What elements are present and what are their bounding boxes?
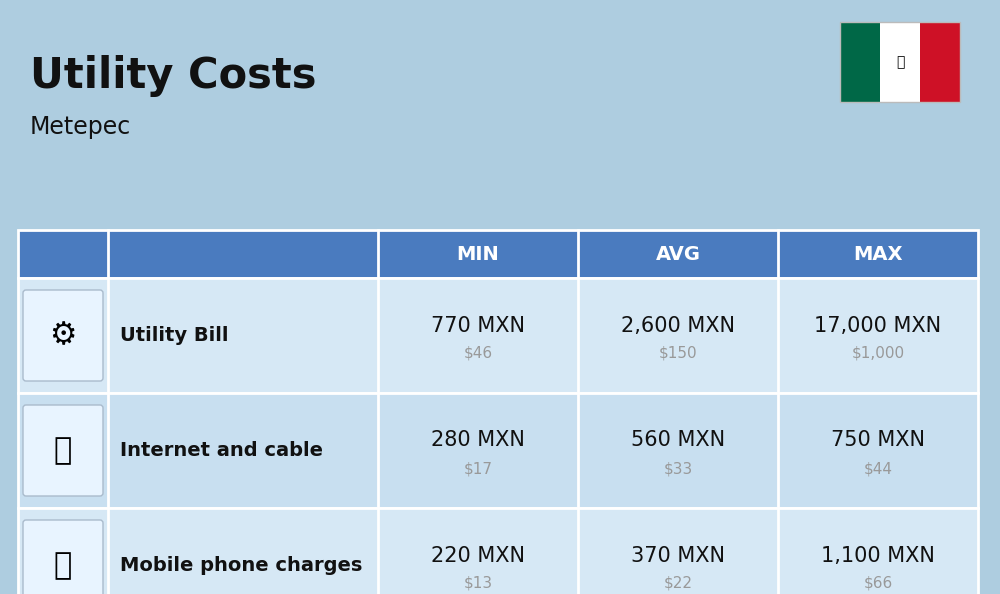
Text: 280 MXN: 280 MXN <box>431 431 525 450</box>
Bar <box>920 22 960 102</box>
Text: 370 MXN: 370 MXN <box>631 545 725 565</box>
Text: 📶: 📶 <box>54 436 72 465</box>
Text: $46: $46 <box>463 346 493 361</box>
Bar <box>18 393 978 508</box>
Text: 🦅: 🦅 <box>896 55 904 69</box>
FancyBboxPatch shape <box>23 290 103 381</box>
Text: $150: $150 <box>659 346 697 361</box>
Text: $17: $17 <box>464 461 492 476</box>
Text: ⚙: ⚙ <box>49 321 77 350</box>
Text: $66: $66 <box>863 576 893 591</box>
Text: Utility Costs: Utility Costs <box>30 55 316 97</box>
Text: 220 MXN: 220 MXN <box>431 545 525 565</box>
Text: $22: $22 <box>664 576 692 591</box>
Bar <box>18 508 978 594</box>
Text: 560 MXN: 560 MXN <box>631 431 725 450</box>
Bar <box>840 22 960 102</box>
Text: Mobile phone charges: Mobile phone charges <box>120 556 362 575</box>
Bar <box>840 22 880 102</box>
Text: 17,000 MXN: 17,000 MXN <box>814 315 942 336</box>
FancyBboxPatch shape <box>23 520 103 594</box>
FancyBboxPatch shape <box>23 405 103 496</box>
Text: $1,000: $1,000 <box>851 346 905 361</box>
Text: AVG: AVG <box>656 245 700 264</box>
Text: $44: $44 <box>864 461 893 476</box>
Text: MIN: MIN <box>457 245 499 264</box>
Bar <box>18 230 978 278</box>
Bar <box>880 22 920 102</box>
Text: 2,600 MXN: 2,600 MXN <box>621 315 735 336</box>
Text: 750 MXN: 750 MXN <box>831 431 925 450</box>
Text: 📱: 📱 <box>54 551 72 580</box>
Text: 770 MXN: 770 MXN <box>431 315 525 336</box>
Text: MAX: MAX <box>853 245 903 264</box>
Text: 1,100 MXN: 1,100 MXN <box>821 545 935 565</box>
Text: Metepec: Metepec <box>30 115 131 139</box>
Text: $33: $33 <box>663 461 693 476</box>
Text: $13: $13 <box>463 576 493 591</box>
Text: Utility Bill: Utility Bill <box>120 326 228 345</box>
Bar <box>18 278 978 393</box>
Text: Internet and cable: Internet and cable <box>120 441 323 460</box>
